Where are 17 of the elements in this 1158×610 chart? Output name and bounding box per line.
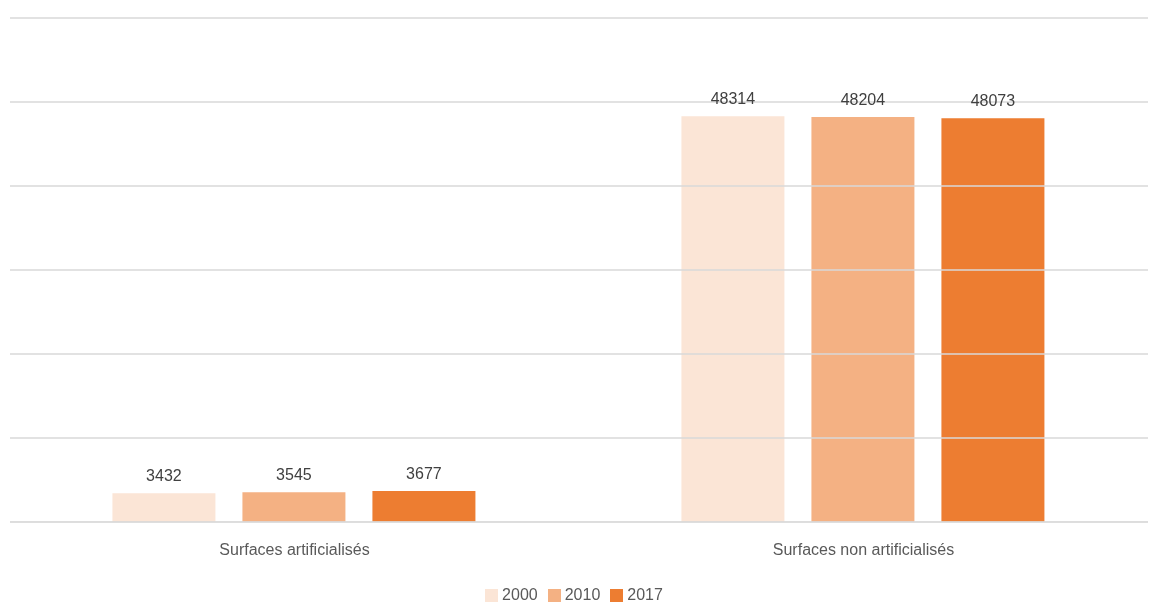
data-label: 48314 xyxy=(710,90,756,108)
bar xyxy=(112,493,216,522)
bar xyxy=(811,117,915,522)
x-tick-label: Surfaces artificialisés xyxy=(219,541,370,559)
data-label: 3432 xyxy=(146,467,182,485)
bar xyxy=(242,492,346,522)
bar xyxy=(941,118,1045,522)
x-tick-label: Surfaces non artificialisés xyxy=(772,541,955,559)
data-label: 48204 xyxy=(840,91,886,109)
data-label: 48073 xyxy=(970,92,1016,110)
legend-label: 2010 xyxy=(564,586,601,603)
data-label: 3545 xyxy=(276,466,312,484)
bar xyxy=(681,116,785,522)
legend-label: 2000 xyxy=(502,586,538,603)
legend-label: 2017 xyxy=(627,586,663,603)
data-label: 3677 xyxy=(406,465,442,483)
bar xyxy=(372,491,476,522)
